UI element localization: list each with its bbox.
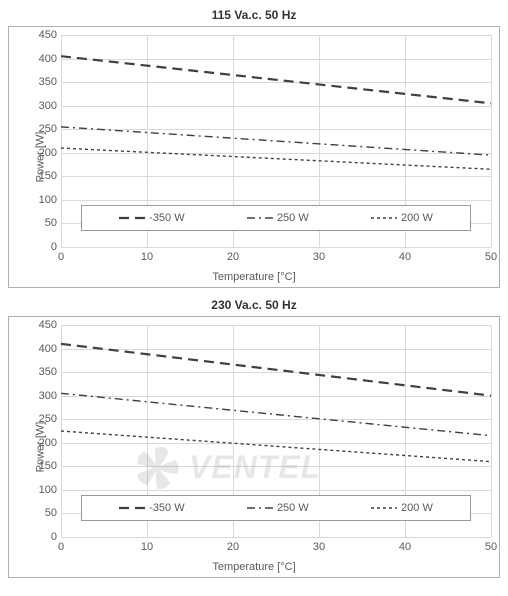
legend-item: 200 W <box>371 212 433 224</box>
grid-line-v <box>61 325 62 537</box>
grid-line-h <box>61 466 491 467</box>
y-tick-label: 400 <box>39 343 57 355</box>
watermark-text: VENTEL <box>189 449 321 486</box>
series-line-0 <box>61 56 491 103</box>
chart-title: 115 Va.c. 50 Hz <box>8 8 500 22</box>
legend-label: -350 W <box>149 502 184 514</box>
y-tick-label: 300 <box>39 100 57 112</box>
y-tick-label: 150 <box>39 170 57 182</box>
x-tick-label: 50 <box>485 251 497 263</box>
legend-swatch <box>119 213 145 223</box>
plot-area: 05010015020025030035040045001020304050-3… <box>61 35 491 247</box>
y-tick-label: 50 <box>45 217 57 229</box>
y-tick-label: 0 <box>51 531 57 543</box>
chart-box: Power [W]Temperature [°C]050100150200250… <box>8 316 500 578</box>
chart-container-0: 115 Va.c. 50 HzPower [W]Temperature [°C]… <box>8 8 500 288</box>
grid-line-h <box>61 35 491 36</box>
grid-line-v <box>491 35 492 247</box>
y-tick-label: 450 <box>39 29 57 41</box>
grid-line-h <box>61 106 491 107</box>
chart-box: Power [W]Temperature [°C]050100150200250… <box>8 26 500 288</box>
grid-line-h <box>61 419 491 420</box>
grid-line-h <box>61 129 491 130</box>
grid-line-h <box>61 396 491 397</box>
grid-line-h <box>61 200 491 201</box>
grid-line-h <box>61 82 491 83</box>
y-tick-label: 200 <box>39 437 57 449</box>
chart-title: 230 Va.c. 50 Hz <box>8 298 500 312</box>
x-tick-label: 20 <box>227 251 239 263</box>
grid-line-h <box>61 59 491 60</box>
x-axis-label: Temperature [°C] <box>212 561 295 573</box>
y-tick-label: 100 <box>39 484 57 496</box>
x-tick-label: 40 <box>399 541 411 553</box>
legend-swatch <box>247 213 273 223</box>
legend-item: -350 W <box>119 212 184 224</box>
y-tick-label: 350 <box>39 366 57 378</box>
series-line-2 <box>61 148 491 169</box>
grid-line-h <box>61 247 491 248</box>
watermark: VENTEL <box>131 442 321 494</box>
y-tick-label: 300 <box>39 390 57 402</box>
grid-line-h <box>61 349 491 350</box>
legend-item: 250 W <box>247 502 309 514</box>
y-tick-label: 0 <box>51 241 57 253</box>
y-tick-label: 450 <box>39 319 57 331</box>
x-tick-label: 10 <box>141 251 153 263</box>
legend-label: 200 W <box>401 502 433 514</box>
x-tick-label: 0 <box>58 541 64 553</box>
legend-swatch <box>247 503 273 513</box>
legend-label: 250 W <box>277 212 309 224</box>
x-tick-label: 0 <box>58 251 64 263</box>
plot-area: 05010015020025030035040045001020304050VE… <box>61 325 491 537</box>
x-tick-label: 30 <box>313 541 325 553</box>
fan-icon <box>131 442 183 494</box>
series-line-1 <box>61 127 491 155</box>
y-tick-label: 50 <box>45 507 57 519</box>
legend-swatch <box>371 213 397 223</box>
y-tick-label: 150 <box>39 460 57 472</box>
series-line-0 <box>61 344 491 396</box>
legend-label: -350 W <box>149 212 184 224</box>
y-tick-label: 250 <box>39 123 57 135</box>
chart-container-1: 230 Va.c. 50 HzPower [W]Temperature [°C]… <box>8 298 500 578</box>
legend: -350 W 250 W 200 W <box>81 205 471 231</box>
grid-line-h <box>61 176 491 177</box>
legend-label: 250 W <box>277 502 309 514</box>
legend-label: 200 W <box>401 212 433 224</box>
grid-line-h <box>61 153 491 154</box>
x-axis-label: Temperature [°C] <box>212 271 295 283</box>
x-tick-label: 40 <box>399 251 411 263</box>
y-tick-label: 400 <box>39 53 57 65</box>
legend-item: -350 W <box>119 502 184 514</box>
series-line-2 <box>61 431 491 462</box>
series-line-1 <box>61 393 491 435</box>
grid-line-h <box>61 325 491 326</box>
y-tick-label: 350 <box>39 76 57 88</box>
x-tick-label: 10 <box>141 541 153 553</box>
legend-item: 200 W <box>371 502 433 514</box>
grid-line-h <box>61 537 491 538</box>
legend-swatch <box>371 503 397 513</box>
y-tick-label: 200 <box>39 147 57 159</box>
legend-swatch <box>119 503 145 513</box>
grid-line-h <box>61 443 491 444</box>
grid-line-h <box>61 490 491 491</box>
x-tick-label: 30 <box>313 251 325 263</box>
y-tick-label: 100 <box>39 194 57 206</box>
grid-line-h <box>61 372 491 373</box>
legend: -350 W 250 W 200 W <box>81 495 471 521</box>
legend-item: 250 W <box>247 212 309 224</box>
x-tick-label: 50 <box>485 541 497 553</box>
x-tick-label: 20 <box>227 541 239 553</box>
y-tick-label: 250 <box>39 413 57 425</box>
grid-line-v <box>491 325 492 537</box>
grid-line-v <box>61 35 62 247</box>
